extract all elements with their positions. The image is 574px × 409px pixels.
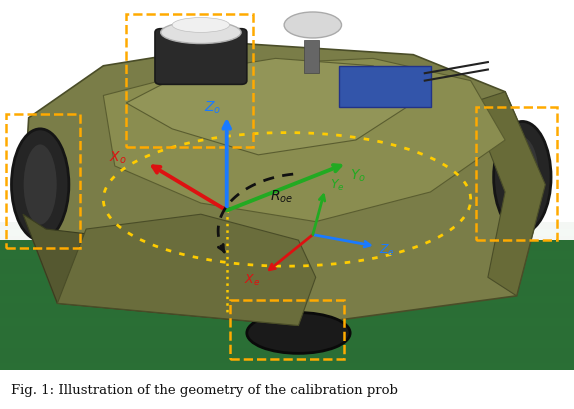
Bar <box>0 318 574 326</box>
Bar <box>476 107 557 240</box>
Text: $Y_e$: $Y_e$ <box>330 178 344 193</box>
Text: $Y_o$: $Y_o$ <box>350 168 366 184</box>
Text: Fig. 1: Illustration of the geometry of the calibration prob: Fig. 1: Illustration of the geometry of … <box>11 383 398 396</box>
Bar <box>0 326 574 333</box>
Polygon shape <box>57 215 316 326</box>
Ellipse shape <box>172 18 230 33</box>
FancyBboxPatch shape <box>155 29 247 85</box>
Bar <box>0 333 574 341</box>
Text: $Z_e$: $Z_e$ <box>379 243 395 258</box>
Bar <box>6 115 80 248</box>
Bar <box>0 341 574 348</box>
Text: $X_e$: $X_e$ <box>244 272 260 287</box>
Bar <box>0 289 574 296</box>
Polygon shape <box>23 215 298 326</box>
Polygon shape <box>23 45 545 326</box>
Bar <box>0 363 574 370</box>
Bar <box>304 41 319 74</box>
Bar <box>0 267 574 274</box>
Text: $X_o$: $X_o$ <box>109 149 127 165</box>
Polygon shape <box>471 92 545 296</box>
Bar <box>0 311 574 318</box>
Ellipse shape <box>505 137 540 218</box>
Bar <box>0 237 574 244</box>
Ellipse shape <box>247 313 350 353</box>
Bar <box>0 355 574 363</box>
Bar <box>126 15 253 148</box>
Ellipse shape <box>161 22 241 45</box>
Text: $Z_o$: $Z_o$ <box>204 99 221 115</box>
Ellipse shape <box>284 13 342 39</box>
Ellipse shape <box>11 130 69 240</box>
Polygon shape <box>126 59 413 155</box>
Bar <box>0 229 574 237</box>
Bar <box>0 259 574 267</box>
FancyBboxPatch shape <box>339 67 430 107</box>
Bar <box>0 296 574 303</box>
Bar <box>0 303 574 311</box>
Text: $R_{oe}$: $R_{oe}$ <box>270 188 293 204</box>
Bar <box>0 222 574 229</box>
Bar <box>230 300 344 359</box>
Bar <box>0 281 574 289</box>
Bar <box>0 274 574 281</box>
Bar <box>0 348 574 355</box>
Bar <box>0 244 574 252</box>
Bar <box>0 240 574 370</box>
Ellipse shape <box>494 122 551 233</box>
Bar <box>0 252 574 259</box>
Polygon shape <box>103 59 505 222</box>
Ellipse shape <box>23 144 57 226</box>
